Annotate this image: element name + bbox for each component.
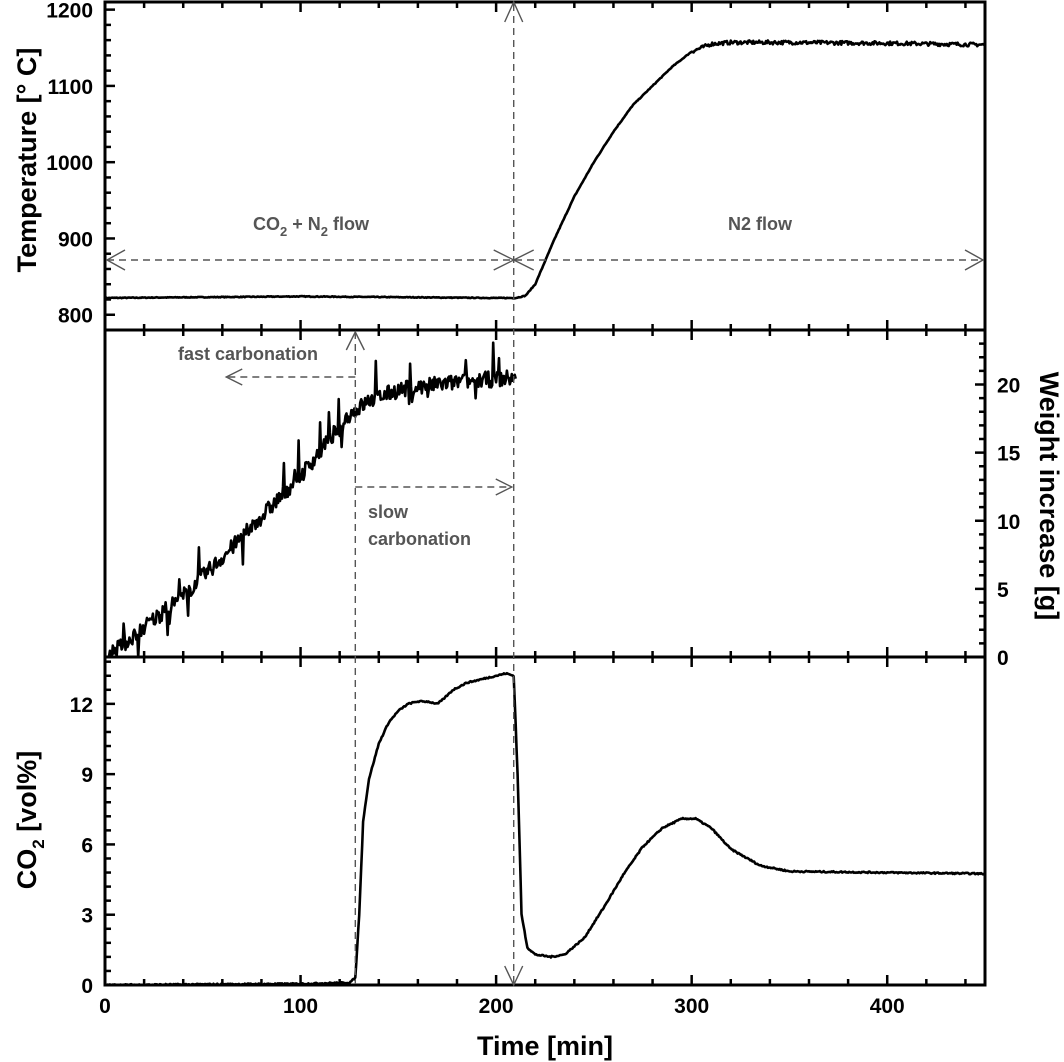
arrow-up-icon [504, 0, 524, 23]
annotation-n2-flow: N2 flow [728, 214, 793, 234]
annotation-carbonation: carbonation [368, 529, 471, 549]
series-line-2 [104, 671, 986, 987]
y-tick-label: 5 [997, 579, 1009, 602]
y-tick-label: 3 [81, 905, 93, 928]
arrow-left-icon [224, 368, 243, 386]
y-axis-title-co2: CO2 [vol%] [12, 751, 48, 889]
panel-frame-1 [103, 328, 987, 659]
y-tick-label: 1100 [47, 76, 93, 99]
y-tick-label: 15 [997, 443, 1021, 466]
y-tick-label: 6 [81, 834, 93, 857]
arrow-right-icon [495, 478, 514, 496]
y-tick-label: 20 [997, 375, 1020, 398]
annotation-fast-carbonation: fast carbonation [178, 344, 318, 364]
y-tick-label: 1200 [46, 0, 93, 23]
x-axis-title: Time [min] [477, 1031, 613, 1061]
arrow-right-icon [964, 249, 985, 271]
y-tick-label: 900 [58, 228, 93, 251]
x-tick-label: 400 [870, 995, 905, 1018]
x-tick-label: 100 [283, 995, 318, 1018]
arrow-up-icon [345, 330, 365, 351]
arrow-left-icon [105, 249, 126, 271]
y-axis-title-weight: Weight increase [g] [1034, 372, 1064, 621]
y-tick-label: 0 [997, 647, 1009, 670]
arrow-down-icon [504, 965, 524, 987]
series-line-1 [104, 341, 517, 659]
y-tick-label: 800 [58, 305, 93, 328]
panel-frame-0 [103, 0, 987, 332]
panel-frame-2 [103, 655, 987, 987]
y-tick-label: 9 [81, 764, 93, 787]
annotation-co2-n2-flow: CO2 + N2 flow [253, 214, 370, 239]
x-tick-label: 300 [674, 995, 709, 1018]
y-axis-title-temperature: Temperature [° C] [12, 48, 42, 273]
y-tick-label: 0 [81, 975, 93, 998]
x-tick-label: 200 [479, 995, 514, 1018]
arrow-cross-icon [493, 249, 535, 271]
y-tick-label: 1000 [46, 152, 93, 175]
y-tick-label: 10 [997, 511, 1020, 534]
x-tick-label: 0 [99, 995, 111, 1018]
y-tick-label: 12 [70, 694, 93, 717]
series-line-0 [104, 39, 986, 300]
annotation-slow: slow [368, 502, 409, 522]
